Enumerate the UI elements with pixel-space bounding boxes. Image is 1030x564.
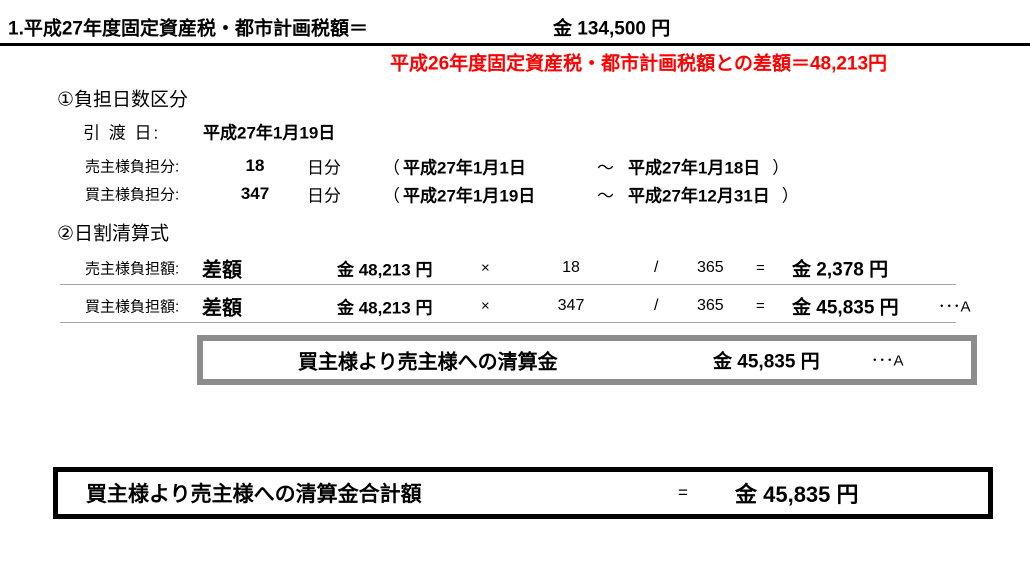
calc-section-heading: ②日割清算式 (57, 223, 170, 245)
buyer-base-amount: 金 48,213 円 (337, 298, 433, 318)
header-underline (0, 43, 1030, 46)
seller-result-amount: 金 2,378 円 (792, 259, 889, 281)
buyer-date-to-group: 平成27年12月31日 ） (628, 182, 799, 207)
total-box-equals-sign: = (678, 483, 688, 502)
seller-days-row: 売主様負担分: 18 日分 （ 平成27年1月1日 ～ 平成27年1月18日 ） (0, 154, 1030, 178)
buyer-paren-open: （ (383, 186, 400, 206)
previous-year-difference-note: 平成26年度固定資産税・都市計画税額との差額＝48,213円 (390, 53, 888, 74)
buyer-result-amount: 金 45,835 円 (792, 297, 899, 319)
buyer-amount-label: 買主様負担額: (85, 298, 180, 316)
buyer-date-from: 平成27年1月19日 (403, 186, 536, 206)
buyer-days-label: 買主様負担分: (85, 186, 180, 204)
total-box-amount: 金 45,835 円 (735, 482, 859, 507)
settlement-box-label: 買主様より売主様への清算金 (298, 351, 558, 374)
buyer-row-underline (60, 322, 956, 323)
seller-diff-label: 差額 (202, 259, 242, 282)
seller-divide-sign: / (654, 259, 659, 276)
settlement-box-ref: ･･･A (871, 352, 904, 370)
seller-paren-close: ） (772, 158, 790, 178)
settlement-box: 買主様より売主様への清算金 金 45,835 円 ･･･A (197, 335, 977, 385)
burden-section-heading-row: ①負担日数区分 (0, 85, 1030, 111)
settlement-box-amount: 金 45,835 円 (713, 351, 820, 373)
seller-eq-days: 18 (562, 259, 580, 276)
header-row: 1.平成27年度固定資産税・都市計画税額＝ 金 134,500 円 (0, 12, 1030, 42)
seller-denominator: 365 (697, 259, 724, 276)
buyer-divide-sign: / (654, 297, 659, 314)
buyer-date-to: 平成27年12月31日 (628, 186, 770, 206)
buyer-eq-days: 347 (557, 297, 585, 314)
document-title: 1.平成27年度固定資産税・都市計画税額＝ (8, 18, 368, 40)
seller-tilde: ～ (597, 158, 614, 178)
seller-date-to-group: 平成27年1月18日 ） (628, 154, 789, 179)
total-box: 買主様より売主様への清算金合計額 = 金 45,835 円 (53, 467, 993, 519)
seller-paren-open: （ (383, 158, 400, 178)
seller-equals-sign: = (756, 259, 765, 277)
buyer-denominator: 365 (697, 297, 724, 314)
seller-base-amount: 金 48,213 円 (337, 260, 433, 280)
calc-section-heading-row: ②日割清算式 (0, 219, 1030, 245)
buyer-multiply-sign: × (481, 297, 490, 315)
header-amount: 金 134,500 円 (553, 18, 671, 40)
buyer-days-value: 347 (240, 184, 270, 203)
seller-multiply-sign: × (481, 259, 490, 277)
seller-date-from: 平成27年1月1日 (403, 158, 526, 178)
buyer-days-row: 買主様負担分: 347 日分 （ 平成27年1月19日 ～ 平成27年12月31… (0, 182, 1030, 206)
buyer-equals-sign: = (756, 297, 765, 315)
burden-section-heading: ①負担日数区分 (57, 89, 189, 111)
seller-amount-label: 売主様負担額: (85, 260, 180, 278)
seller-days-value: 18 (245, 156, 265, 175)
seller-days-label: 売主様負担分: (85, 158, 180, 176)
buyer-tilde: ～ (597, 186, 614, 206)
buyer-result-ref: ･･･A (938, 298, 971, 316)
seller-equation-row: 売主様負担額: 差額 金 48,213 円 × 18 / 365 = 金 2,3… (0, 252, 1030, 284)
buyer-diff-label: 差額 (202, 297, 242, 320)
handover-date: 平成27年1月19日 (203, 123, 336, 143)
handover-row: 引 渡 日: 平成27年1月19日 (0, 118, 1030, 144)
handover-label: 引 渡 日: (83, 123, 161, 143)
diff-note-row: 平成26年度固定資産税・都市計画税額との差額＝48,213円 (0, 48, 1030, 75)
buyer-paren-close: ） (781, 186, 799, 206)
buyer-equation-row: 買主様負担額: 差額 金 48,213 円 × 347 / 365 = 金 45… (0, 290, 1030, 322)
buyer-days-unit: 日分 (307, 186, 341, 206)
total-box-label: 買主様より売主様への清算金合計額 (86, 483, 422, 506)
seller-days-unit: 日分 (307, 158, 341, 178)
seller-row-underline (60, 284, 956, 285)
seller-date-to: 平成27年1月18日 (628, 158, 761, 178)
